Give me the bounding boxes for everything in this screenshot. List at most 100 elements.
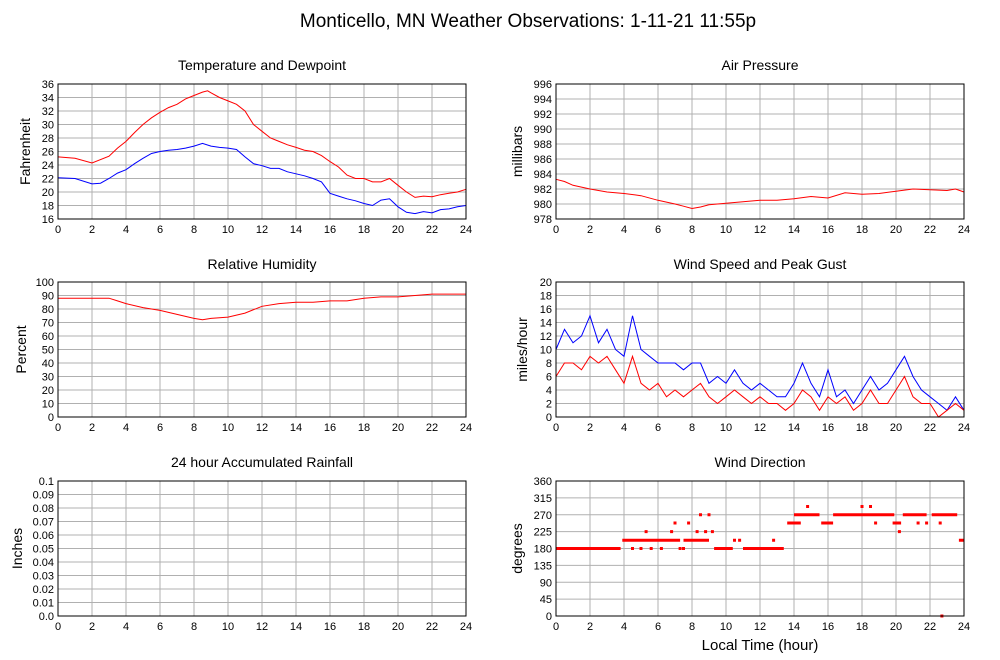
x-tick-label: 24 (958, 422, 970, 434)
x-tick-label: 8 (191, 621, 197, 633)
direction-point (874, 521, 878, 525)
direction-point (792, 521, 796, 525)
y-tick-label: 34 (42, 93, 54, 105)
y-tick-label: 0 (546, 412, 552, 424)
direction-point (710, 530, 714, 534)
y-tick-label: 16 (42, 214, 54, 226)
x-tick-label: 24 (958, 224, 970, 236)
x-tick-label: 16 (822, 422, 834, 434)
direction-point (639, 547, 643, 550)
x-tick-label: 8 (689, 621, 695, 633)
x-tick-label: 12 (256, 224, 268, 236)
y-tick-label: 70 (42, 318, 54, 330)
x-tick-label: 22 (426, 224, 438, 236)
y-tick-label: 60 (42, 331, 54, 343)
x-tick-label: 0 (553, 224, 559, 236)
plot-frame (555, 281, 965, 418)
x-tick-label: 4 (123, 224, 129, 236)
direction-point (699, 513, 702, 517)
x-tick-label: 14 (788, 224, 800, 236)
direction-point (772, 538, 776, 542)
y-tick-label: 0.05 (33, 544, 54, 556)
y-tick-label: 14 (540, 318, 552, 330)
direction-point (916, 521, 920, 525)
y-tick-label: 100 (36, 277, 54, 289)
direction-point (860, 505, 864, 508)
x-tick-label: 6 (655, 224, 661, 236)
y-axis-label: degrees (509, 523, 525, 574)
x-tick-label: 22 (924, 224, 936, 236)
plot-frame (57, 480, 467, 617)
x-tick-label: 8 (689, 224, 695, 236)
x-tick-label: 14 (788, 422, 800, 434)
x-tick-label: 2 (89, 224, 95, 236)
x-tick-label: 12 (754, 621, 766, 633)
x-tick-label: 22 (924, 621, 936, 633)
y-tick-label: 0.0 (39, 611, 54, 623)
chart-title: Wind Speed and Peak Gust (674, 256, 847, 272)
chart-title: Wind Direction (714, 454, 805, 470)
x-tick-label: 10 (222, 422, 234, 434)
x-tick-label: 14 (290, 224, 302, 236)
y-tick-label: 20 (42, 385, 54, 397)
y-tick-label: 0.09 (33, 490, 54, 502)
direction-point (707, 513, 711, 517)
x-tick-label: 14 (290, 422, 302, 434)
x-tick-label: 16 (324, 224, 336, 236)
x-tick-label: 10 (222, 224, 234, 236)
plot-frame (555, 480, 965, 617)
x-tick-label: 22 (924, 422, 936, 434)
y-tick-label: 20 (540, 277, 552, 289)
x-tick-label: 6 (157, 621, 163, 633)
x-tick-label: 0 (553, 621, 559, 633)
y-tick-label: 90 (540, 577, 552, 589)
x-tick-label: 0 (55, 621, 61, 633)
x-tick-label: 10 (720, 224, 732, 236)
direction-point (682, 547, 685, 550)
x-tick-label: 2 (587, 422, 593, 434)
y-axis-label: Percent (13, 325, 29, 373)
y-tick-label: 16 (540, 304, 552, 316)
direction-point (678, 547, 682, 550)
y-tick-label: 18 (540, 291, 552, 303)
direction-point (670, 530, 674, 534)
y-tick-label: 0 (48, 412, 54, 424)
x-tick-label: 4 (123, 621, 129, 633)
y-tick-label: 0.01 (33, 598, 54, 610)
y-tick-label: 32 (42, 106, 54, 118)
y-tick-label: 988 (534, 139, 552, 151)
direction-point (695, 530, 699, 534)
direction-point (869, 505, 872, 508)
x-tick-label: 6 (655, 621, 661, 633)
y-tick-label: 8 (546, 358, 552, 370)
x-tick-label: 2 (587, 621, 593, 633)
y-tick-label: 0.06 (33, 530, 54, 542)
y-tick-label: 0 (546, 611, 552, 623)
y-tick-label: 10 (540, 345, 552, 357)
x-tick-label: 0 (55, 422, 61, 434)
y-tick-label: 360 (534, 476, 552, 488)
x-tick-label: 4 (621, 224, 627, 236)
plot-frame (57, 83, 467, 220)
y-tick-label: 0.08 (33, 503, 54, 515)
y-tick-label: 225 (534, 527, 552, 539)
x-tick-label: 18 (358, 621, 370, 633)
y-tick-label: 24 (42, 160, 54, 172)
y-tick-label: 986 (534, 154, 552, 166)
x-tick-label: 22 (426, 422, 438, 434)
x-tick-label: 2 (587, 224, 593, 236)
y-tick-label: 50 (42, 345, 54, 357)
direction-point (673, 521, 677, 525)
y-tick-label: 0.03 (33, 571, 54, 583)
direction-point (925, 521, 929, 525)
x-tick-label: 10 (720, 422, 732, 434)
x-tick-label: 22 (426, 621, 438, 633)
y-tick-label: 990 (534, 124, 552, 136)
x-tick-label: 16 (822, 621, 834, 633)
x-tick-label: 18 (856, 422, 868, 434)
x-tick-label: 18 (358, 224, 370, 236)
x-tick-label: 20 (890, 224, 902, 236)
